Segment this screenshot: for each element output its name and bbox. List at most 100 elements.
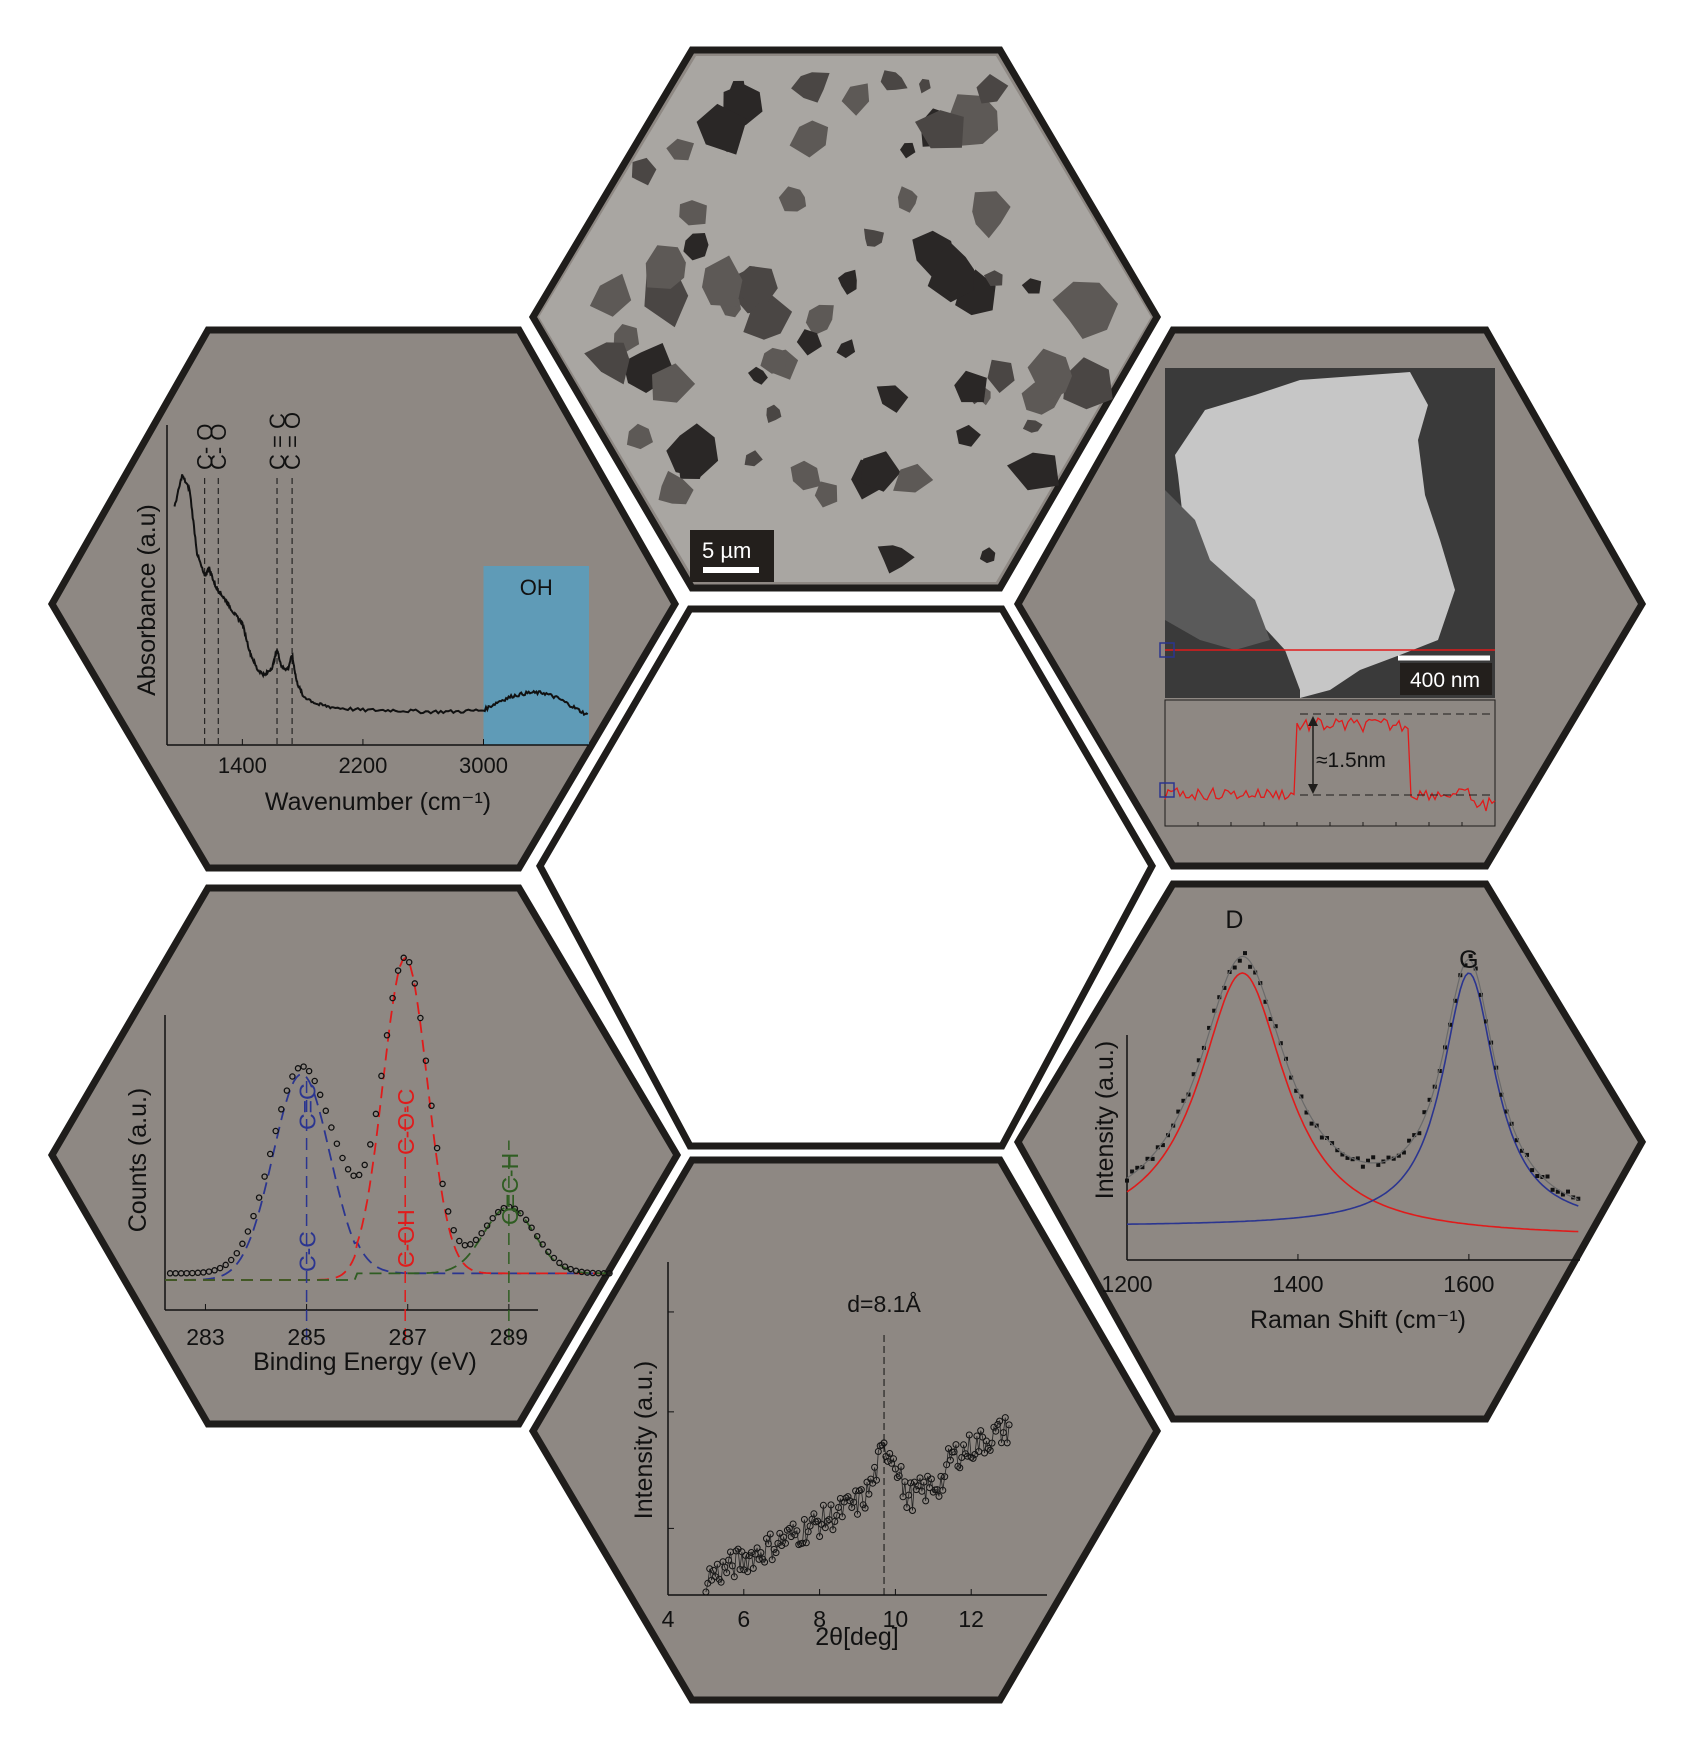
sem-flake [789, 120, 829, 158]
raman-data-point [1273, 1024, 1278, 1029]
sem-flake [814, 481, 838, 508]
sem-flake [748, 366, 768, 385]
sem-flake [796, 329, 822, 356]
afm-height-label: ≈1.5nm [1316, 749, 1386, 772]
raman-data-point [1330, 1141, 1335, 1146]
xps-data-point [433, 1144, 441, 1152]
xps-data-point [417, 1014, 424, 1022]
sem-flake [790, 460, 821, 491]
raman-data-point [1566, 1189, 1570, 1194]
xps-data-point [216, 1264, 224, 1272]
xps-data-point [283, 1087, 291, 1094]
xps-data-point [339, 1154, 346, 1162]
xrd-data-point [723, 1569, 731, 1577]
afm-scale-bar-label: 400 nm [1410, 669, 1480, 692]
xps-data-point [561, 1263, 569, 1270]
sem-flake [841, 83, 870, 116]
xrd-y-label: Intensity (a.u.) [630, 1361, 658, 1519]
xps-x-tick-label: 283 [186, 1324, 224, 1350]
raman-data-point [1196, 1058, 1201, 1063]
xps-chart: C=C C-C C-O-C C-OH O=C-H 283 285 287 289 Binding … [124, 954, 613, 1376]
xrd-x-tick-label: 8 [813, 1606, 826, 1632]
xrd-data-point [844, 1493, 852, 1501]
raman-data-point [1212, 1008, 1217, 1013]
raman-data-point [1535, 1174, 1540, 1178]
xrd-data-point [891, 1465, 899, 1473]
ftir-oh-band [483, 566, 589, 745]
raman-data-point [1299, 1094, 1304, 1099]
raman-x-tick-label: 1400 [1272, 1271, 1323, 1297]
xrd-data-point [992, 1427, 1000, 1435]
sem-flake [683, 233, 709, 261]
raman-data-point [1289, 1075, 1294, 1080]
sem-flake [1021, 278, 1042, 294]
xrd-data-point [789, 1520, 797, 1528]
xps-data-point [239, 1240, 246, 1248]
sem-image-panel: 5 µm [539, 56, 1151, 582]
xps-data-point [222, 1261, 229, 1269]
xrd-x-tick-label: 12 [958, 1606, 984, 1632]
xps-data-point [289, 1073, 296, 1080]
xps-data-point [311, 1077, 318, 1085]
xps-data-point [278, 1106, 285, 1113]
raman-data-point [1294, 1088, 1299, 1093]
xrd-data-point [778, 1542, 786, 1549]
xps-component-label: C-OH [393, 1209, 419, 1268]
xps-component-label: C-O-C [393, 1089, 419, 1155]
raman-data-point [1550, 1187, 1555, 1192]
xps-data-point [250, 1212, 257, 1220]
raman-y-label: Intensity (a.u.) [1091, 1041, 1119, 1199]
xps-component-curve [165, 1073, 608, 1281]
xrd-data-point [810, 1510, 818, 1518]
xps-data-point [255, 1194, 263, 1201]
sem-flake [666, 423, 719, 478]
sem-background [539, 56, 1151, 582]
sem-scale-bar-box [690, 530, 774, 582]
sem-flake [1027, 348, 1072, 402]
ftir-oh-label: OH [520, 575, 553, 600]
raman-data-point [1417, 1131, 1422, 1136]
raman-data-point [1150, 1156, 1155, 1161]
sem-flake [791, 72, 830, 103]
sem-scale-bar [703, 567, 759, 573]
xps-data-point [389, 994, 396, 1002]
raman-data-point [1125, 1178, 1129, 1183]
raman-data-point [1253, 970, 1258, 975]
raman-envelope-fit [1126, 955, 1579, 1201]
xrd-data-point [884, 1457, 892, 1465]
raman-data-point [1396, 1153, 1401, 1158]
raman-data-point [1366, 1158, 1370, 1163]
sem-flake [679, 200, 707, 226]
xps-x-tick-label: 285 [287, 1324, 325, 1350]
sem-flake [955, 269, 996, 316]
hex-xps [47, 884, 682, 1428]
xps-data-point [428, 1102, 435, 1110]
sem-flake [729, 265, 778, 304]
xps-data-point [522, 1216, 530, 1224]
xps-data-point [439, 1180, 446, 1188]
xrd-data-point [774, 1539, 782, 1547]
raman-data-point [1560, 1192, 1565, 1197]
raman-chart: D G 1200 1400 1600 Raman Shift (cm⁻¹) Intensit… [1091, 906, 1581, 1334]
xrd-peak-label: d=8.1Å [847, 1290, 921, 1317]
xrd-x-tick-label: 4 [662, 1606, 675, 1632]
xps-data-point [266, 1150, 274, 1158]
xps-data-point [450, 1226, 457, 1234]
xrd-x-tick-label: 10 [883, 1606, 909, 1632]
xrd-data-point [878, 1441, 886, 1449]
ftir-chart: OH C- OC- O C = CC = O 1400 2200 3000 Wavenumb… [133, 412, 589, 816]
raman-data-point [1422, 1110, 1427, 1115]
raman-data-point [1499, 1092, 1504, 1097]
xrd-data-point [950, 1448, 958, 1456]
ftir-x-tick-label: 2200 [338, 753, 387, 778]
ftir-y-label: Absorbance (a.u) [133, 504, 161, 696]
xrd-data-point [886, 1450, 894, 1457]
ftir-peak-label: C- O [206, 424, 231, 470]
xps-data-point [361, 1161, 368, 1169]
afm-panel: 400 nm ≈1.5nm [1159, 368, 1496, 827]
raman-data-point [1391, 1156, 1396, 1161]
sem-flake [838, 269, 857, 295]
sem-flake [760, 347, 788, 374]
raman-x-label: Raman Shift (cm⁻¹) [1250, 1306, 1466, 1334]
sem-flake [987, 359, 1015, 393]
